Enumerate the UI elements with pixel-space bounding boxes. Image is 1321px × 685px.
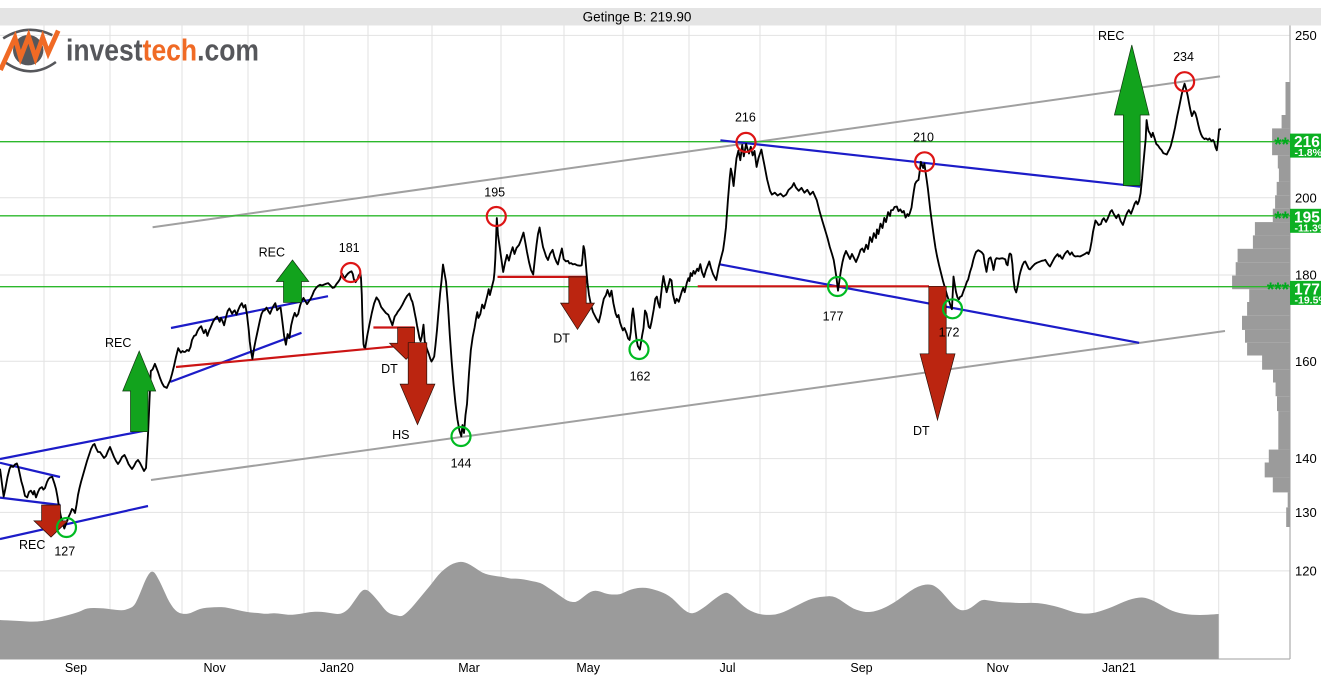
svg-text:Sep: Sep xyxy=(850,661,872,675)
svg-text:130: 130 xyxy=(1295,505,1317,520)
svg-text:216: 216 xyxy=(735,111,756,125)
svg-text:250: 250 xyxy=(1295,28,1317,43)
svg-text:DT: DT xyxy=(553,332,570,346)
svg-text:200: 200 xyxy=(1295,190,1317,205)
svg-text:177: 177 xyxy=(823,310,844,324)
svg-text:REC: REC xyxy=(105,336,131,350)
svg-text:Nov: Nov xyxy=(986,661,1009,675)
svg-text:Jan20: Jan20 xyxy=(320,661,354,675)
svg-text:Jul: Jul xyxy=(720,661,736,675)
svg-text:-19.5%: -19.5% xyxy=(1295,294,1321,306)
svg-text:-1.8%: -1.8% xyxy=(1295,147,1321,159)
svg-text:**: ** xyxy=(1274,135,1289,156)
svg-text:**: ** xyxy=(1274,209,1289,230)
svg-text:140: 140 xyxy=(1295,451,1317,466)
svg-text:REC: REC xyxy=(259,246,285,260)
svg-text:May: May xyxy=(576,661,600,675)
svg-text:127: 127 xyxy=(54,545,75,559)
svg-text:DT: DT xyxy=(381,362,398,376)
svg-text:REC: REC xyxy=(1098,29,1124,43)
svg-text:***: *** xyxy=(1267,280,1290,301)
svg-text:172: 172 xyxy=(939,326,960,340)
svg-text:Nov: Nov xyxy=(203,661,226,675)
svg-text:DT: DT xyxy=(913,424,930,438)
svg-text:180: 180 xyxy=(1295,268,1317,283)
svg-text:144: 144 xyxy=(451,457,472,471)
svg-text:Sep: Sep xyxy=(65,661,87,675)
svg-text:-11.3%: -11.3% xyxy=(1295,222,1321,234)
svg-text:Jan21: Jan21 xyxy=(1102,661,1136,675)
svg-text:210: 210 xyxy=(913,131,934,145)
svg-text:162: 162 xyxy=(630,370,651,384)
svg-text:195: 195 xyxy=(484,186,505,200)
svg-text:Getinge B: 219.90: Getinge B: 219.90 xyxy=(583,10,692,25)
svg-text:investtech.com: investtech.com xyxy=(66,33,259,68)
svg-text:160: 160 xyxy=(1295,354,1317,369)
svg-text:234: 234 xyxy=(1173,50,1194,64)
svg-text:HS: HS xyxy=(392,428,409,442)
svg-text:120: 120 xyxy=(1295,563,1317,578)
svg-text:181: 181 xyxy=(339,241,360,255)
svg-text:REC: REC xyxy=(19,538,45,552)
svg-text:Mar: Mar xyxy=(458,661,480,675)
